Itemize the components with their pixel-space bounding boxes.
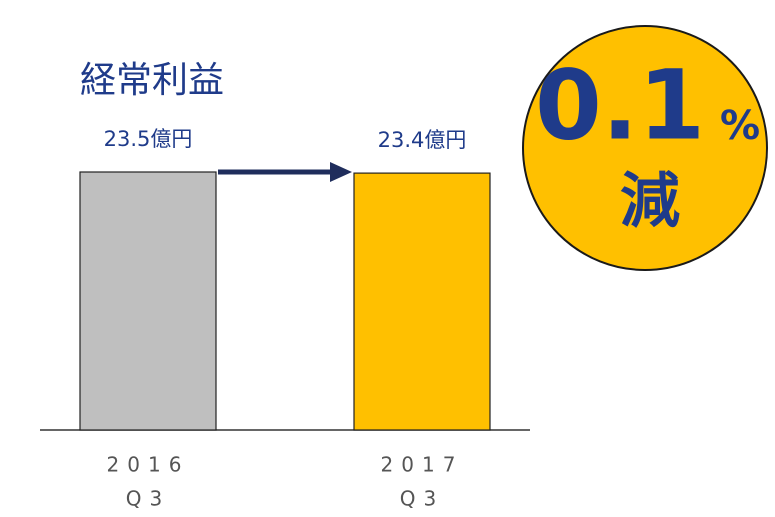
badge-value: 0.1 (535, 49, 705, 161)
badge-unit: % (720, 103, 760, 149)
x-tick-label: 2017 (381, 453, 464, 477)
badge-circle (522, 25, 768, 271)
chart-title: 経常利益 (80, 60, 224, 101)
bar (353, 172, 491, 431)
value-label: 23.5億円 (104, 127, 193, 151)
x-tick-label: 2016 (107, 453, 190, 477)
bar (79, 171, 217, 431)
badge-text: 減 (620, 167, 680, 237)
x-tick-label: Q3 (400, 487, 444, 511)
value-label: 23.4億円 (378, 128, 467, 152)
x-tick-label: Q3 (126, 487, 170, 511)
arrow-head (330, 162, 352, 182)
